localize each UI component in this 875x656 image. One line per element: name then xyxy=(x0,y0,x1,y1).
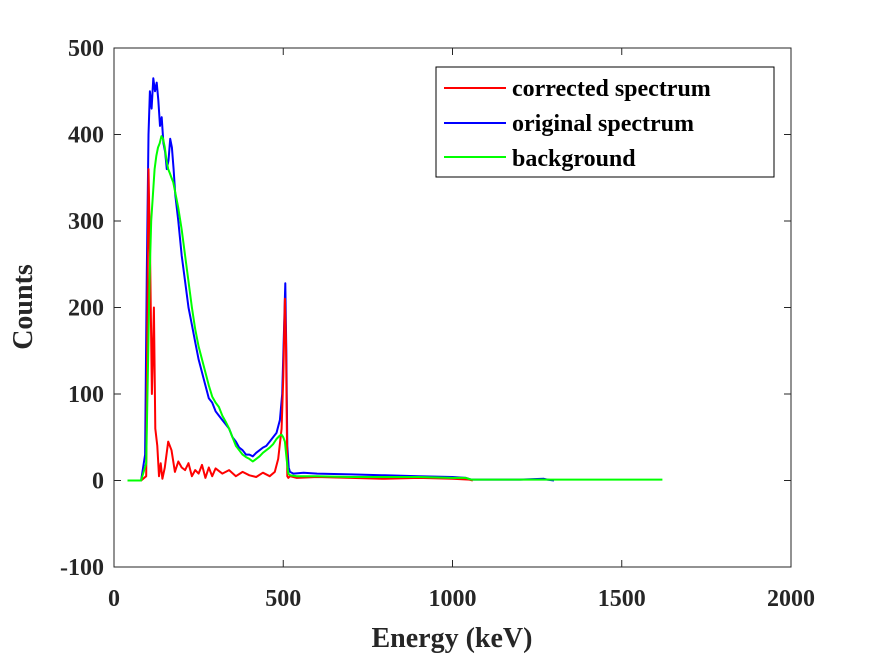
x-tick-label: 500 xyxy=(265,586,301,612)
legend: corrected spectrum original spectrum bac… xyxy=(435,66,775,178)
x-tick-label: 2000 xyxy=(767,586,815,612)
x-tick-label: 1500 xyxy=(598,586,646,612)
y-tick-label: -100 xyxy=(60,555,104,581)
x-axis-title: Energy (keV) xyxy=(372,623,533,654)
series-layer xyxy=(127,77,663,482)
legend-label-corrected-spectrum: corrected spectrum xyxy=(512,76,711,102)
y-tick-label: 100 xyxy=(68,382,104,408)
x-tick-label: 0 xyxy=(108,586,120,612)
legend-label-original-spectrum: original spectrum xyxy=(512,111,694,137)
series-line-background xyxy=(127,135,663,482)
y-tick-label: 0 xyxy=(92,469,104,495)
x-tick-label: 1000 xyxy=(429,586,477,612)
y-axis-title: Counts xyxy=(8,264,39,350)
legend-label-background: background xyxy=(512,146,636,172)
y-tick-label: 300 xyxy=(68,209,104,235)
series-line-corrected-spectrum xyxy=(127,168,474,482)
y-tick-label: 200 xyxy=(68,296,104,322)
y-tick-label: 400 xyxy=(68,123,104,149)
y-tick-label: 500 xyxy=(68,36,104,62)
